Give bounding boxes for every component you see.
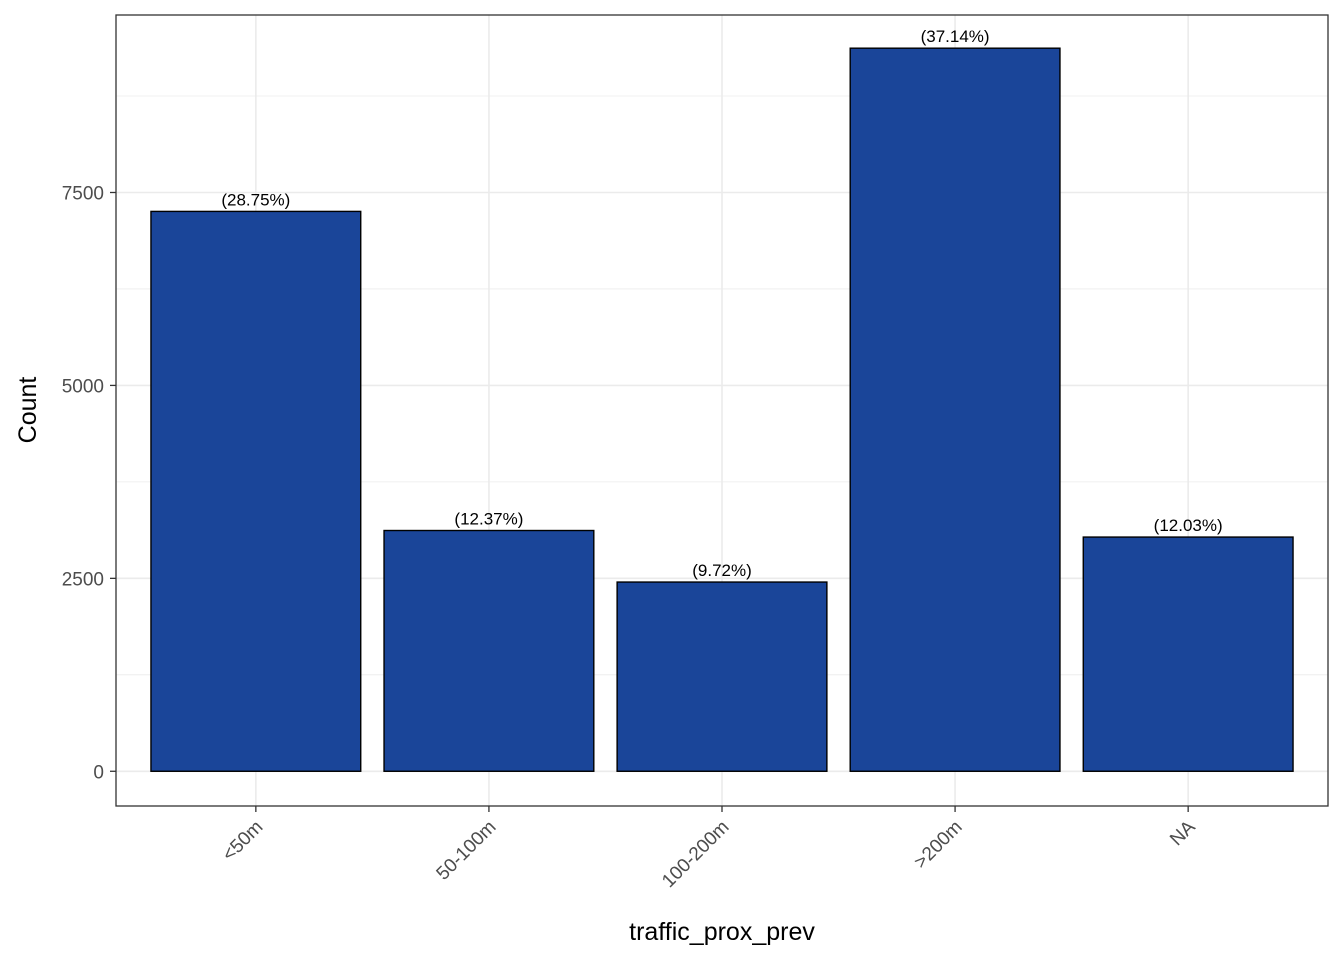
- y-tick-label: 7500: [62, 183, 104, 204]
- x-axis: <50m 50-100m 100-200m >200m NA: [219, 806, 1200, 892]
- y-axis: 0 2500 5000 7500: [62, 183, 116, 783]
- y-tick-label: 0: [93, 762, 104, 783]
- x-tick-label: >200m: [910, 817, 966, 873]
- x-tick-label: 50-100m: [433, 817, 501, 885]
- data-labels: (28.75%) (12.37%) (9.72%) (37.14%) (12.03%): [221, 27, 1222, 580]
- bar-2: [616, 581, 828, 772]
- bars: [150, 47, 1294, 772]
- data-label: (12.37%): [454, 510, 523, 529]
- x-tick-label: NA: [1166, 816, 1200, 850]
- x-axis-title: traffic_prox_prev: [629, 918, 815, 946]
- data-label: (9.72%): [692, 561, 752, 580]
- x-tick-label: <50m: [219, 817, 268, 866]
- y-tick-label: 2500: [62, 569, 104, 590]
- y-tick-label: 5000: [62, 376, 104, 397]
- bar-1: [383, 529, 595, 772]
- bar-0: [150, 210, 362, 772]
- y-axis-title: Count: [14, 377, 42, 444]
- x-tick-label: 100-200m: [658, 817, 733, 892]
- bar-3: [849, 47, 1061, 772]
- bar-4: [1082, 536, 1294, 772]
- data-label: (12.03%): [1154, 516, 1223, 535]
- data-label: (28.75%): [221, 190, 290, 209]
- data-label: (37.14%): [921, 27, 990, 46]
